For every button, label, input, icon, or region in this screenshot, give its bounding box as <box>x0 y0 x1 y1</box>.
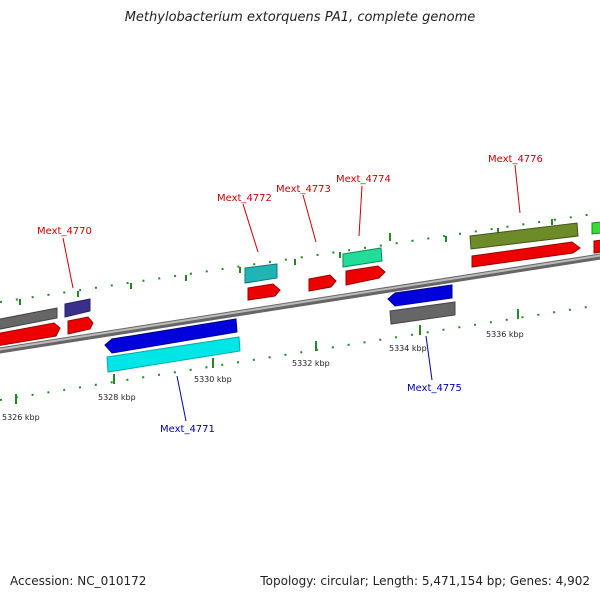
feature-olive-4776 <box>469 222 579 250</box>
cds-forward-4774 <box>345 265 386 286</box>
cds-forward-4773 <box>308 274 337 292</box>
genome-summary-text: Topology: circular; Length: 5,471,154 bp… <box>260 574 590 588</box>
cds-reverse-4775 <box>387 284 453 307</box>
feature-teal-4772 <box>244 263 278 284</box>
axis-label-5334: 5334 kbp <box>389 344 427 353</box>
axis-label-5336: 5336 kbp <box>486 330 524 339</box>
feature-gray-4775 <box>389 301 456 325</box>
axis-label-5326: 5326 kbp <box>2 413 40 422</box>
cds-forward-right <box>593 239 600 254</box>
gene-label-mext-4772: Mext_4772 <box>217 193 272 204</box>
accession-text: Accession: NC_010172 <box>10 574 147 588</box>
reverse-tick-track <box>0 304 600 404</box>
cds-forward-4776 <box>471 241 581 268</box>
forward-features <box>0 221 600 346</box>
feature-cyan-4771 <box>106 336 241 373</box>
feature-mint-4774 <box>342 247 383 268</box>
gene-label-mext-4770: Mext_4770 <box>37 226 92 237</box>
forward-tick-track <box>0 212 600 305</box>
axis-label-5328: 5328 kbp <box>98 393 136 402</box>
gene-label-mext-4776: Mext_4776 <box>488 154 543 165</box>
gene-label-mext-4774: Mext_4774 <box>336 174 391 185</box>
gene-label-mext-4775: Mext_4775 <box>407 383 462 394</box>
gene-labels: Mext_4770 Mext_4771 Mext_4772 Mext_4773 … <box>37 154 543 435</box>
feature-navy-4770 <box>64 298 91 318</box>
cds-forward-left <box>0 322 61 346</box>
genome-backbone <box>0 253 600 354</box>
map-title: Methylobacterium extorquens PA1, complet… <box>124 10 476 25</box>
cds-forward-4772 <box>247 283 281 301</box>
feature-gray-left <box>0 307 58 330</box>
cds-reverse-4771 <box>104 318 238 354</box>
gene-label-mext-4771: Mext_4771 <box>160 424 215 435</box>
axis-labels: 5326 kbp 5328 kbp 5330 kbp 5332 kbp 5334… <box>2 330 524 422</box>
reverse-features <box>104 284 456 373</box>
axis-label-5330: 5330 kbp <box>194 375 232 384</box>
cds-forward-4770 <box>67 316 94 335</box>
gene-label-mext-4773: Mext_4773 <box>276 184 331 195</box>
feature-green-right <box>591 221 600 235</box>
label-leaders <box>62 164 521 422</box>
axis-label-5332: 5332 kbp <box>292 359 330 368</box>
